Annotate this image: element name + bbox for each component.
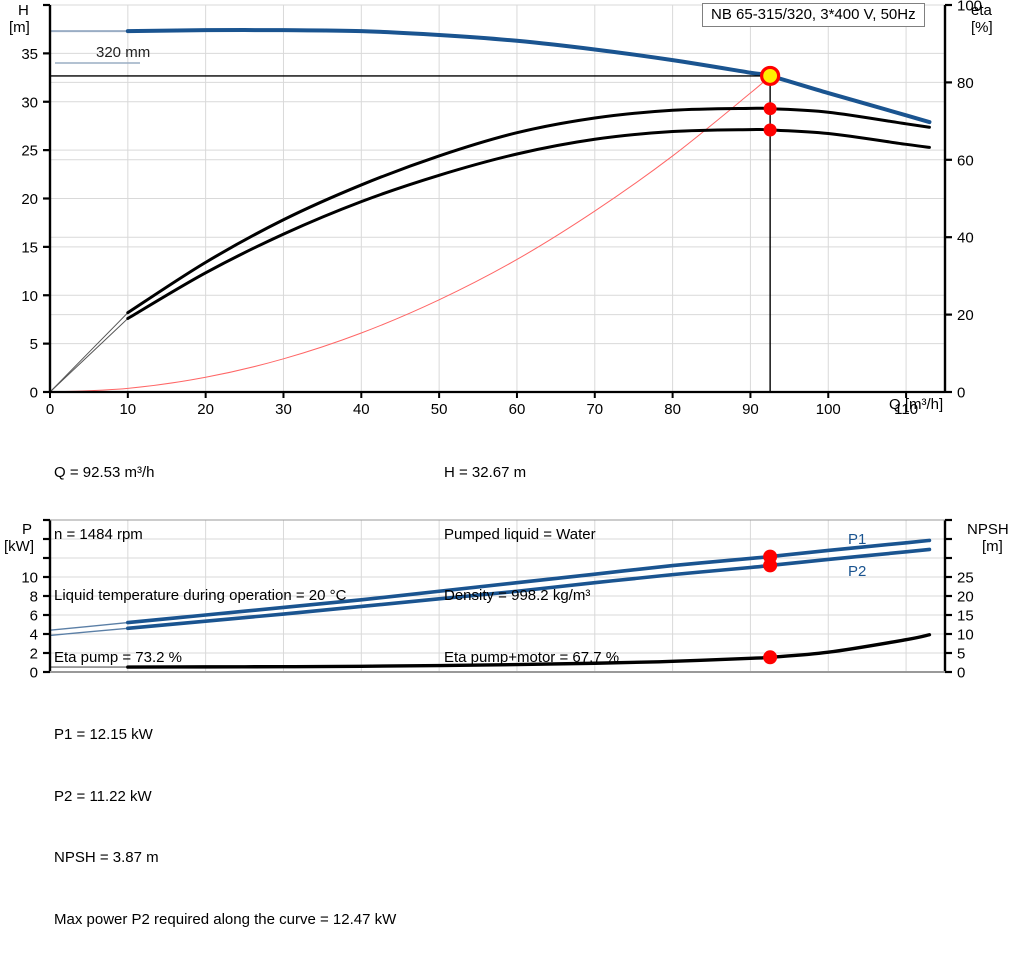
p1-curve-label: P1 (848, 531, 867, 548)
svg-text:10: 10 (957, 627, 974, 644)
svg-text:10: 10 (21, 570, 38, 587)
svg-text:15: 15 (957, 608, 974, 625)
svg-text:25: 25 (21, 143, 38, 160)
pump-model-title: NB 65-315/320, 3*400 V, 50Hz (702, 3, 925, 27)
svg-text:25: 25 (957, 570, 974, 587)
bottom-right-axis-title-npsh: NPSH (967, 521, 1009, 538)
svg-text:8: 8 (30, 589, 38, 606)
svg-text:6: 6 (30, 608, 38, 625)
info-npsh: NPSH = 3.87 m (54, 849, 159, 866)
info-p2: P2 = 11.22 kW (54, 787, 152, 805)
svg-text:40: 40 (353, 401, 370, 418)
info-h: H = 32.67 m (444, 464, 527, 481)
svg-text:4: 4 (30, 627, 38, 644)
svg-text:90: 90 (742, 401, 759, 418)
bottom-left-axis-title-p: P (22, 521, 33, 538)
top-right-axis-unit-pct: [%] (971, 19, 993, 36)
info-pumped-liquid: Pumped liquid = Water (444, 525, 596, 543)
power-npsh-chart: 0 2 4 6 8 10 0 5 10 15 20 25 (21, 518, 974, 682)
info-density: Density = 998.2 kg/m³ (444, 587, 591, 604)
svg-text:50: 50 (431, 401, 448, 418)
svg-text:100: 100 (957, 0, 982, 15)
info-liquid-temp: Liquid temperature during operation = 20… (54, 587, 347, 604)
svg-text:10: 10 (119, 401, 136, 418)
top-right-axis-title-eta: eta (971, 2, 992, 19)
svg-text:30: 30 (21, 94, 38, 111)
info-n: n = 1484 rpm (54, 525, 143, 543)
svg-text:70: 70 (586, 401, 603, 418)
svg-text:80: 80 (664, 401, 681, 418)
pump-curve-page: 0 5 10 15 20 25 30 35 0 20 40 60 80 100 0 10 20 30 40 50 60 7… (4, 0, 1009, 928)
svg-text:60: 60 (509, 401, 526, 418)
svg-text:10: 10 (21, 288, 38, 305)
svg-text:110: 110 (894, 401, 918, 418)
svg-text:2: 2 (30, 646, 38, 663)
top-x-axis-label-q: Q [m³/h] (889, 396, 944, 413)
top-left-axis-unit-m: [m] (9, 19, 30, 36)
info-q: Q = 92.53 m³/h (54, 464, 155, 481)
info-eta-pump-motor: Eta pump+motor = 67.7 % (444, 648, 620, 666)
p2-curve-label: P2 (848, 563, 867, 580)
svg-text:30: 30 (275, 401, 292, 418)
bottom-right-axis-unit-m: [m] (982, 538, 1003, 555)
svg-text:80: 80 (957, 75, 974, 92)
power-info-block: P1 = 12.15 kW P2 = 11.22 kW NPSH = 3.87 … (54, 684, 396, 971)
svg-text:15: 15 (21, 239, 38, 256)
svg-text:20: 20 (957, 307, 974, 324)
duty-info-left: Q = 92.53 m³/h n = 1484 rpm Liquid tempe… (54, 422, 346, 709)
impeller-size-label: 320 mm (96, 44, 151, 61)
svg-text:0: 0 (957, 385, 965, 402)
head-eta-chart: 0 5 10 15 20 25 30 35 0 20 40 60 80 100 0 10 20 30 40 50 60 7… (21, 0, 982, 418)
svg-text:0: 0 (46, 401, 54, 418)
svg-text:5: 5 (957, 646, 965, 663)
svg-text:20: 20 (21, 191, 38, 208)
svg-text:60: 60 (957, 152, 974, 169)
bottom-left-axis-unit-kw: [kW] (4, 538, 34, 555)
info-max-power: Max power P2 required along the curve = … (54, 910, 397, 928)
duty-info-right: H = 32.67 m Pumped liquid = Water Densit… (444, 422, 619, 709)
info-p1: P1 = 12.15 kW (54, 726, 153, 743)
svg-text:5: 5 (30, 336, 38, 353)
svg-text:100: 100 (816, 401, 841, 418)
top-left-axis-title-h: H (18, 2, 29, 19)
svg-text:35: 35 (21, 46, 38, 63)
svg-text:0: 0 (30, 385, 38, 402)
svg-text:0: 0 (30, 665, 38, 682)
info-eta-pump: Eta pump = 73.2 % (54, 648, 182, 666)
svg-text:20: 20 (197, 401, 214, 418)
svg-text:0: 0 (957, 665, 965, 682)
svg-text:20: 20 (957, 589, 974, 606)
svg-text:40: 40 (957, 230, 974, 247)
